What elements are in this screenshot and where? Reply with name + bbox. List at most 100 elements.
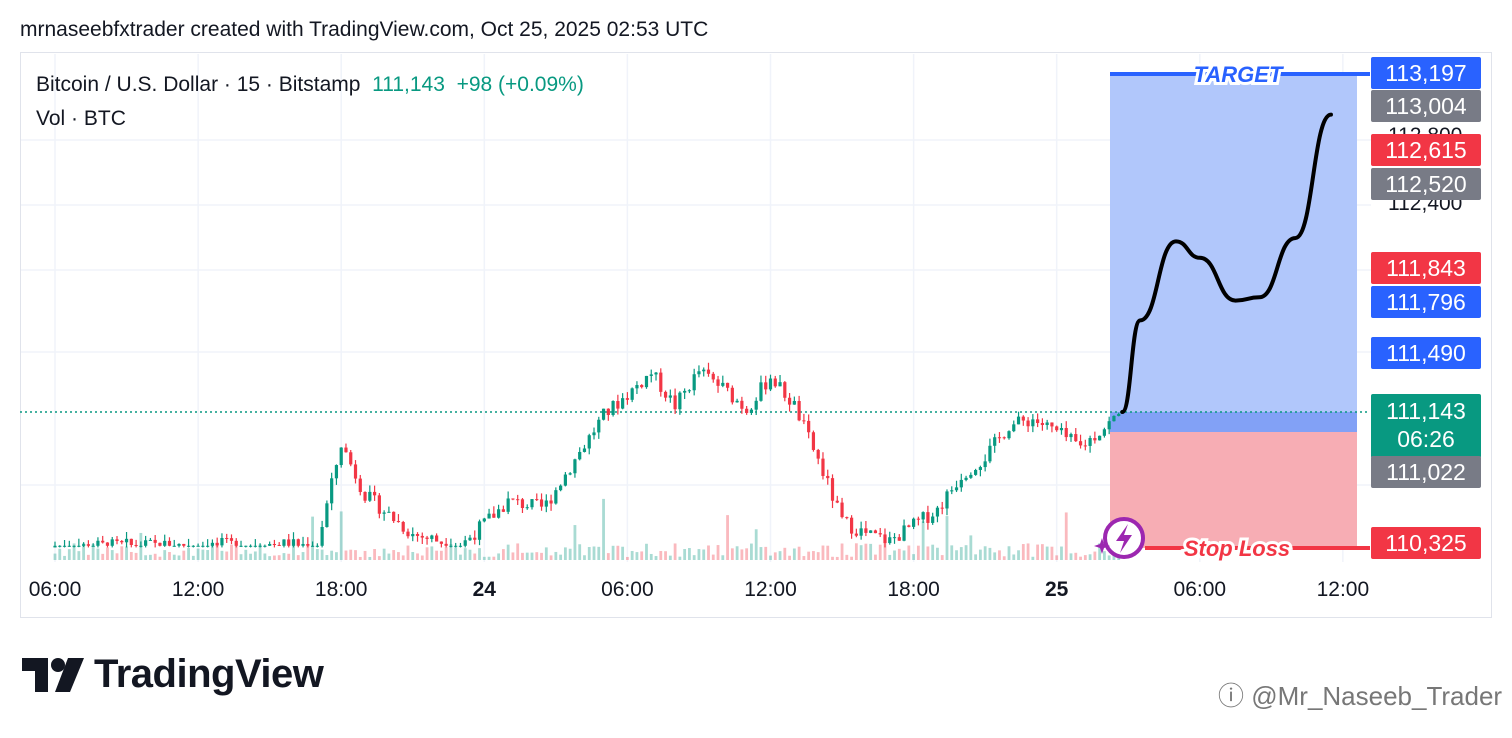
volume-bar: [964, 545, 968, 560]
volume-bar: [864, 543, 868, 560]
price-label-green: 111,143 06:26: [1371, 394, 1481, 458]
target-label: TARGET: [1194, 62, 1284, 87]
volume-bar: [540, 552, 543, 560]
volume-bar: [702, 549, 706, 560]
candle-body: [377, 495, 381, 514]
volume-bar: [511, 552, 515, 560]
candle-body: [916, 518, 920, 520]
x-axis-tick: 12:00: [744, 578, 797, 601]
candle-body: [401, 522, 405, 532]
volume-bar: [1007, 546, 1011, 560]
candle-body: [978, 467, 982, 470]
x-axis-tick: 12:00: [171, 578, 225, 601]
candle-body: [263, 545, 267, 547]
volume-bar: [1088, 554, 1092, 560]
candle-body: [1098, 435, 1102, 441]
candle-body: [721, 382, 725, 386]
volume-bar: [535, 552, 539, 560]
candle-body: [888, 537, 892, 544]
volume-bar: [707, 545, 710, 560]
candle-body: [239, 545, 243, 547]
candle-body: [611, 401, 615, 415]
candle-body: [144, 540, 148, 546]
candle-body: [539, 499, 544, 507]
volume-bar: [688, 548, 691, 560]
candle-body: [167, 540, 172, 546]
lightning-icon[interactable]: [1094, 517, 1145, 559]
candle-body: [740, 400, 744, 409]
candle-body: [1016, 416, 1021, 425]
volume-bar: [149, 554, 152, 560]
tradingview-logo[interactable]: TradingView: [22, 652, 324, 697]
candle-body: [506, 498, 510, 512]
volume-bar: [277, 555, 281, 560]
volume-bar: [377, 556, 381, 560]
volume-bar: [821, 545, 825, 560]
volume-bar: [573, 525, 577, 560]
candle-body: [110, 539, 114, 546]
candle-body: [759, 382, 763, 401]
candle-body: [802, 420, 806, 422]
volume-bar: [63, 555, 66, 560]
volume-bar: [549, 555, 553, 560]
volume-bar: [473, 553, 477, 560]
candle-body: [807, 420, 811, 433]
candle-body: [477, 521, 482, 540]
volume-bar: [568, 548, 572, 560]
candle-body: [101, 540, 105, 543]
volume-bar: [110, 550, 114, 560]
volume-legend[interactable]: Vol · BTC: [36, 107, 126, 130]
volume-bar: [168, 552, 171, 560]
candle-body: [1026, 420, 1030, 427]
candle-body: [725, 382, 730, 388]
candle-body: [272, 543, 277, 545]
candle-body: [754, 400, 758, 410]
volume-bar: [926, 546, 930, 560]
volume-bar: [506, 544, 510, 560]
volume-bar: [129, 551, 133, 560]
candle-body: [935, 507, 940, 517]
volume-bar: [196, 548, 200, 560]
volume-bar: [583, 555, 586, 560]
candle-body: [67, 545, 71, 547]
candle-body: [816, 449, 820, 459]
candle-body: [821, 458, 825, 476]
candle-body: [120, 540, 124, 543]
candle-body: [959, 479, 963, 488]
candle-body: [1083, 445, 1087, 447]
volume-bar: [401, 555, 405, 560]
x-axis-tick: 06:00: [28, 578, 82, 601]
symbol-legend[interactable]: Bitcoin / U.S. Dollar · 15 · Bitstamp 11…: [36, 73, 584, 97]
candle-body: [530, 499, 534, 508]
candle-body: [826, 475, 830, 479]
candle-body: [1102, 429, 1106, 436]
volume-bar: [912, 554, 915, 560]
volume-bar: [893, 550, 896, 560]
candle-body: [983, 461, 987, 468]
volume-bar: [640, 551, 644, 560]
entry-band: [1110, 412, 1357, 432]
candle-body: [926, 512, 930, 523]
volume-bar: [654, 556, 658, 560]
volume-bar: [530, 552, 534, 560]
volume-bar: [454, 547, 458, 560]
volume-bar: [325, 555, 329, 560]
volume-bar: [597, 546, 601, 560]
tradingview-mark-icon: [22, 657, 84, 692]
candle-body: [291, 539, 296, 546]
x-axis-tick: 06:00: [601, 578, 654, 601]
volume-bar: [487, 556, 491, 560]
volume-bar: [683, 549, 687, 560]
candle-body: [597, 419, 601, 433]
candle-body: [196, 545, 200, 547]
volume-bar: [1069, 553, 1073, 560]
candle-body: [425, 537, 429, 539]
price-label-blue: 111,796: [1371, 286, 1481, 318]
candle-body: [368, 491, 372, 501]
candle-body: [139, 545, 143, 547]
volume-bar: [373, 549, 376, 560]
volume-bars: [53, 498, 1121, 560]
candle-body: [186, 545, 191, 547]
volume-bar: [878, 544, 882, 560]
